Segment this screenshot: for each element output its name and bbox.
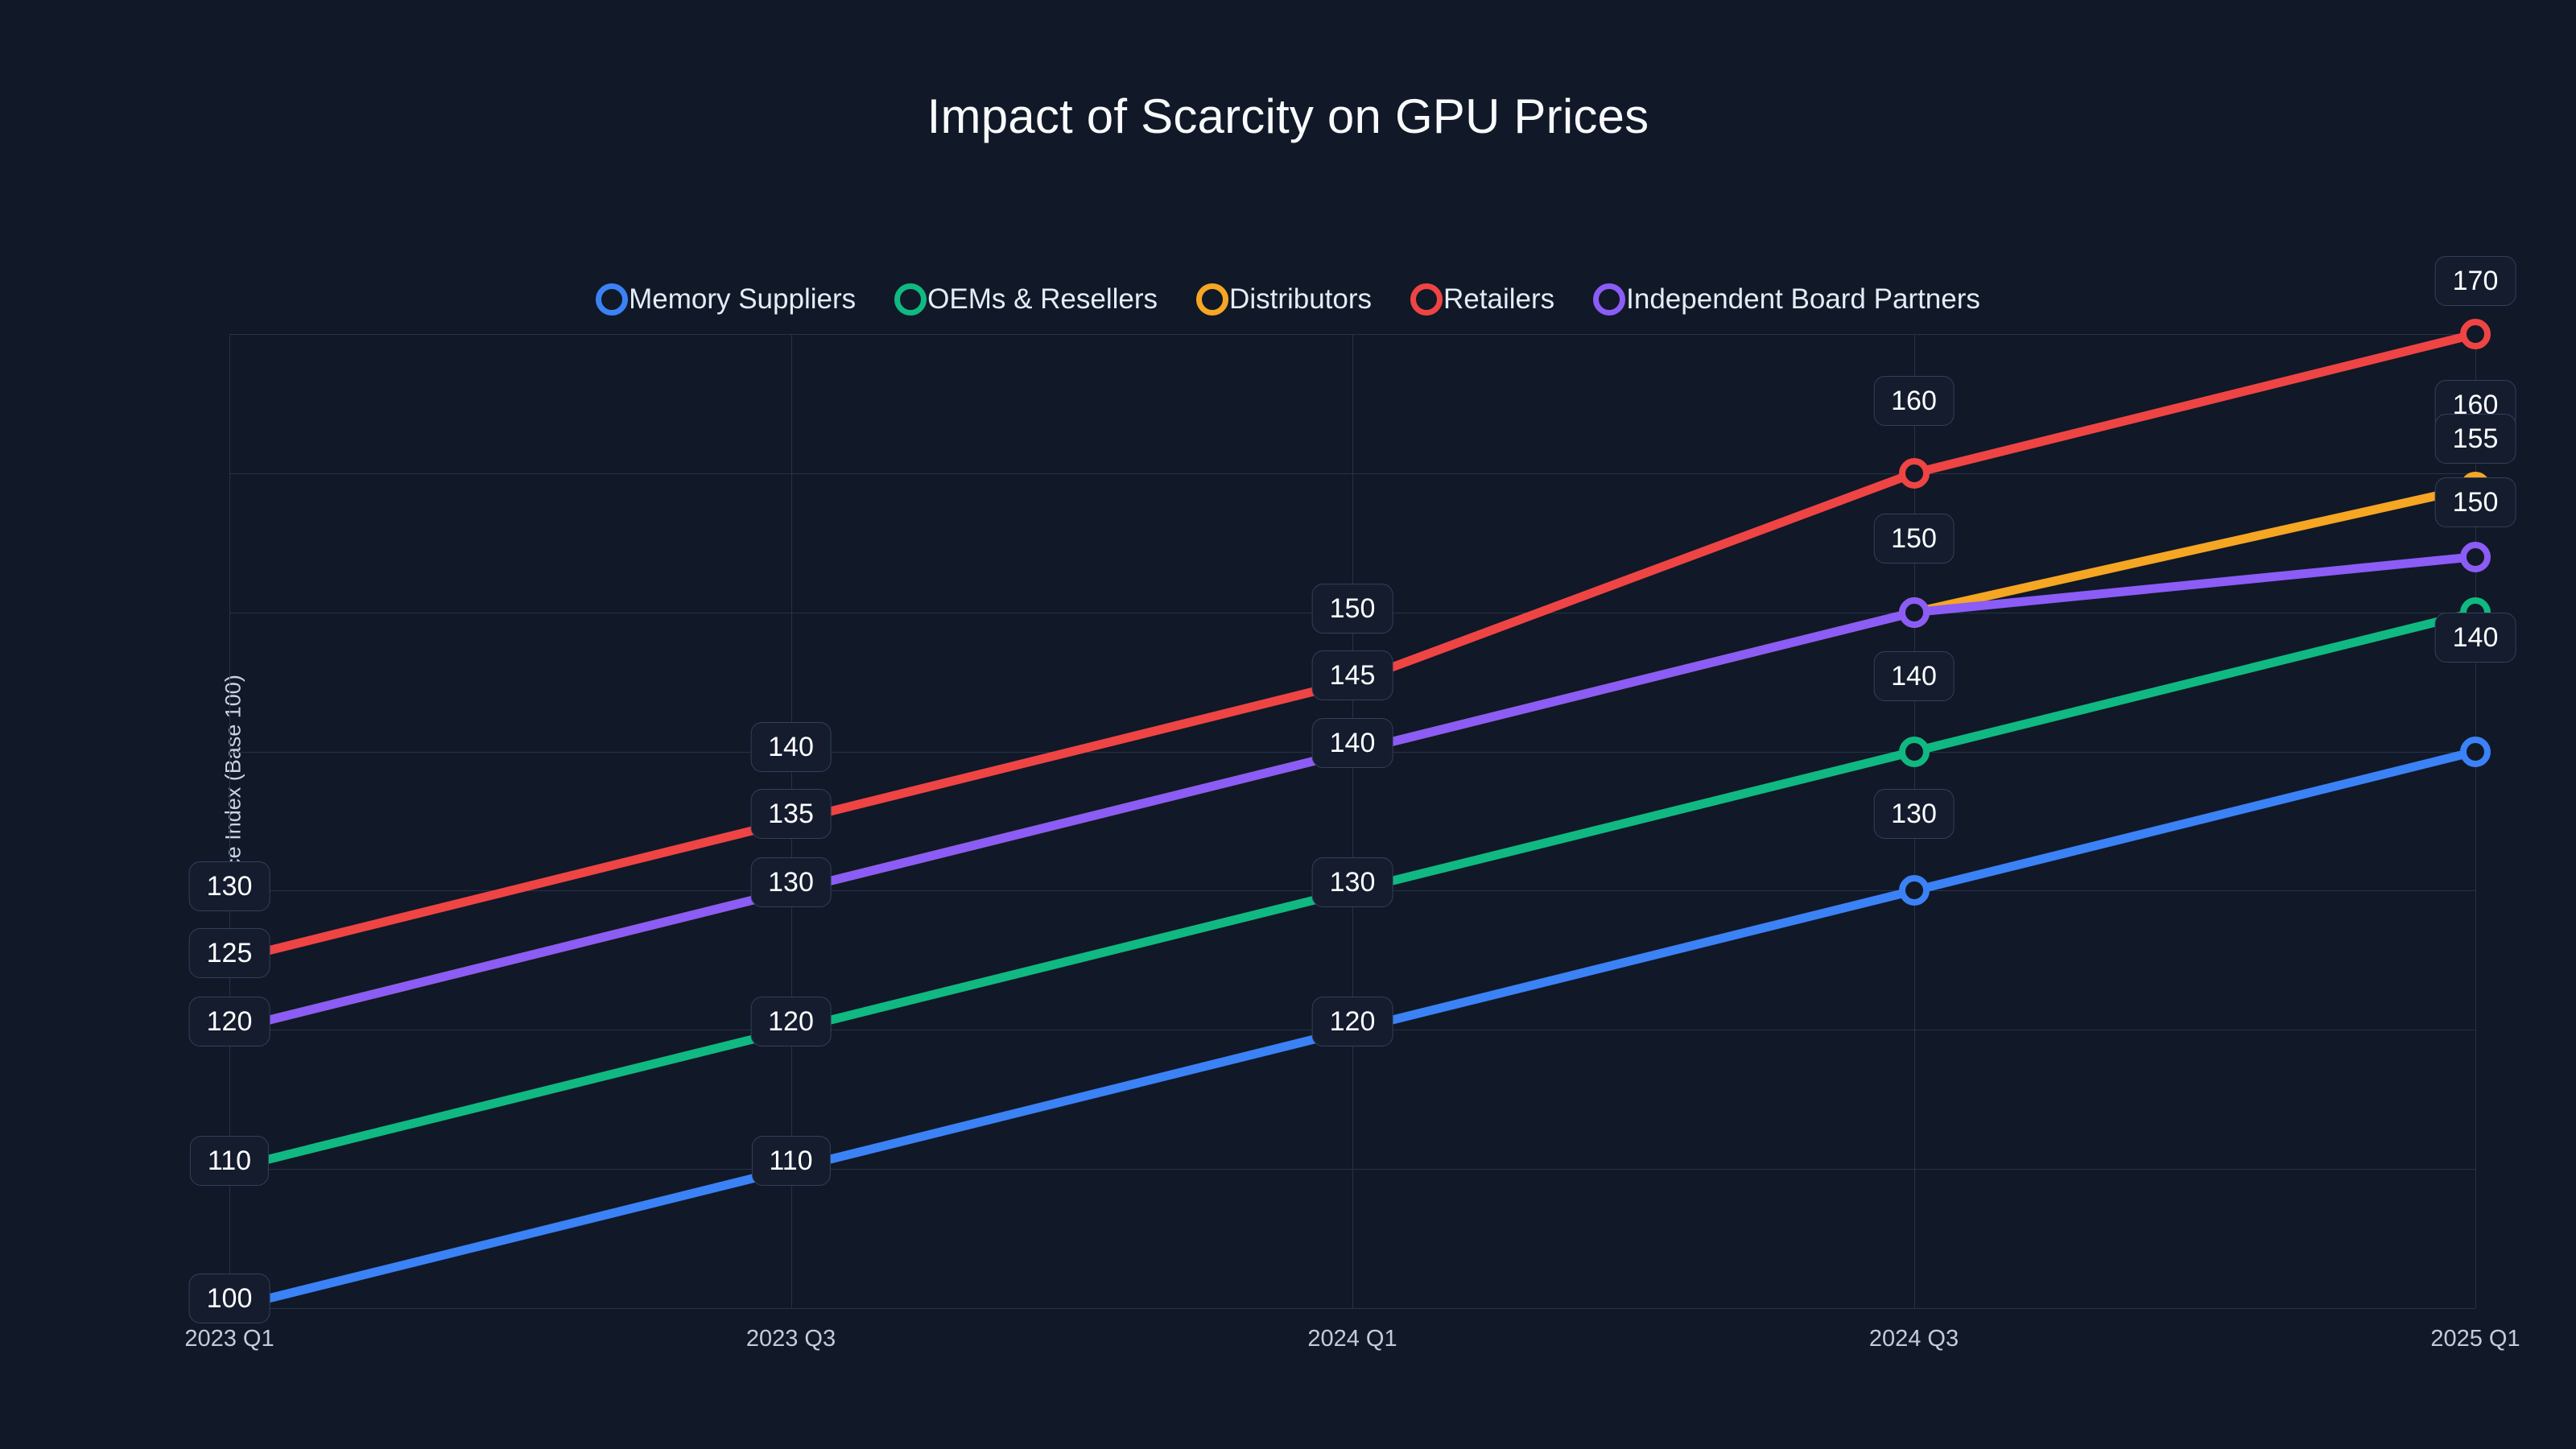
legend-item-label: Memory Suppliers: [629, 283, 857, 315]
legend-marker-icon: [596, 283, 629, 316]
legend-item-2[interactable]: Distributors: [1196, 283, 1372, 316]
data-point-label: 120: [1311, 996, 1393, 1046]
data-point-label: 150: [1311, 583, 1393, 634]
gridline-horizontal: [229, 1308, 2475, 1309]
x-axis-tick: 2025 Q1: [2430, 1326, 2520, 1352]
legend-item-1[interactable]: OEMs & Resellers: [894, 283, 1158, 316]
data-point-label: 140: [750, 722, 832, 773]
data-point-label: 130: [750, 857, 832, 908]
plot-area: Price Index (Base 100) 17016015014013120…: [184, 256, 2520, 1352]
chart-legend: Memory Suppliers OEMs & Resellers Distribu…: [0, 283, 2576, 316]
data-point-marker[interactable]: [2460, 319, 2491, 349]
legend-marker-icon: [894, 283, 927, 316]
gridline-vertical: [229, 334, 230, 1308]
legend-item-label: Retailers: [1443, 283, 1555, 315]
data-point-label: 145: [1311, 650, 1393, 700]
legend-item-4[interactable]: Independent Board Partners: [1593, 283, 1980, 316]
data-point-label: 160: [1873, 375, 1955, 426]
data-point-label: 170: [2434, 256, 2516, 307]
legend-marker-icon: [1410, 283, 1443, 316]
data-point-label: 130: [188, 861, 270, 912]
data-point-marker[interactable]: [2460, 736, 2491, 767]
legend-item-label: Distributors: [1229, 283, 1373, 315]
data-point-label: 155: [2434, 413, 2516, 464]
data-point-marker[interactable]: [1898, 736, 1930, 767]
x-axis-tick: 2024 Q1: [1307, 1326, 1397, 1352]
gridline-vertical: [2475, 334, 2476, 1308]
legend-item-3[interactable]: Retailers: [1410, 283, 1554, 316]
data-point-marker[interactable]: [1898, 457, 1930, 489]
data-point-label: 135: [750, 789, 832, 840]
data-point-marker[interactable]: [2460, 541, 2491, 572]
data-point-marker[interactable]: [1898, 597, 1930, 628]
data-point-label: 150: [2434, 477, 2516, 528]
legend-item-label: OEMs & Resellers: [927, 283, 1158, 315]
data-point-label: 130: [1873, 789, 1955, 840]
series-lines: [225, 329, 2480, 1313]
data-point-label: 100: [188, 1273, 270, 1323]
chart-title: Impact of Scarcity on GPU Prices: [927, 89, 1649, 143]
x-axis-tick: 2023 Q3: [745, 1326, 836, 1352]
gridline-vertical: [1352, 334, 1353, 1308]
legend-item-label: Independent Board Partners: [1626, 283, 1980, 315]
data-point-label: 140: [1311, 718, 1393, 769]
data-point-label: 110: [189, 1135, 270, 1186]
legend-marker-icon: [1196, 283, 1229, 316]
x-axis-tick: 2024 Q3: [1868, 1326, 1959, 1352]
x-axis-tick: 2023 Q1: [184, 1326, 275, 1352]
legend-item-0[interactable]: Memory Suppliers: [596, 283, 856, 316]
data-point-label: 150: [1873, 514, 1955, 564]
data-point-label: 140: [2434, 612, 2516, 663]
data-point-label: 120: [750, 996, 832, 1046]
data-point-label: 140: [1873, 651, 1955, 702]
data-point-marker[interactable]: [1898, 875, 1930, 906]
data-point-label: 120: [188, 996, 270, 1046]
legend-marker-icon: [1593, 283, 1626, 316]
data-point-label: 110: [751, 1135, 831, 1186]
data-point-label: 125: [188, 928, 270, 979]
data-point-label: 130: [1311, 857, 1393, 908]
